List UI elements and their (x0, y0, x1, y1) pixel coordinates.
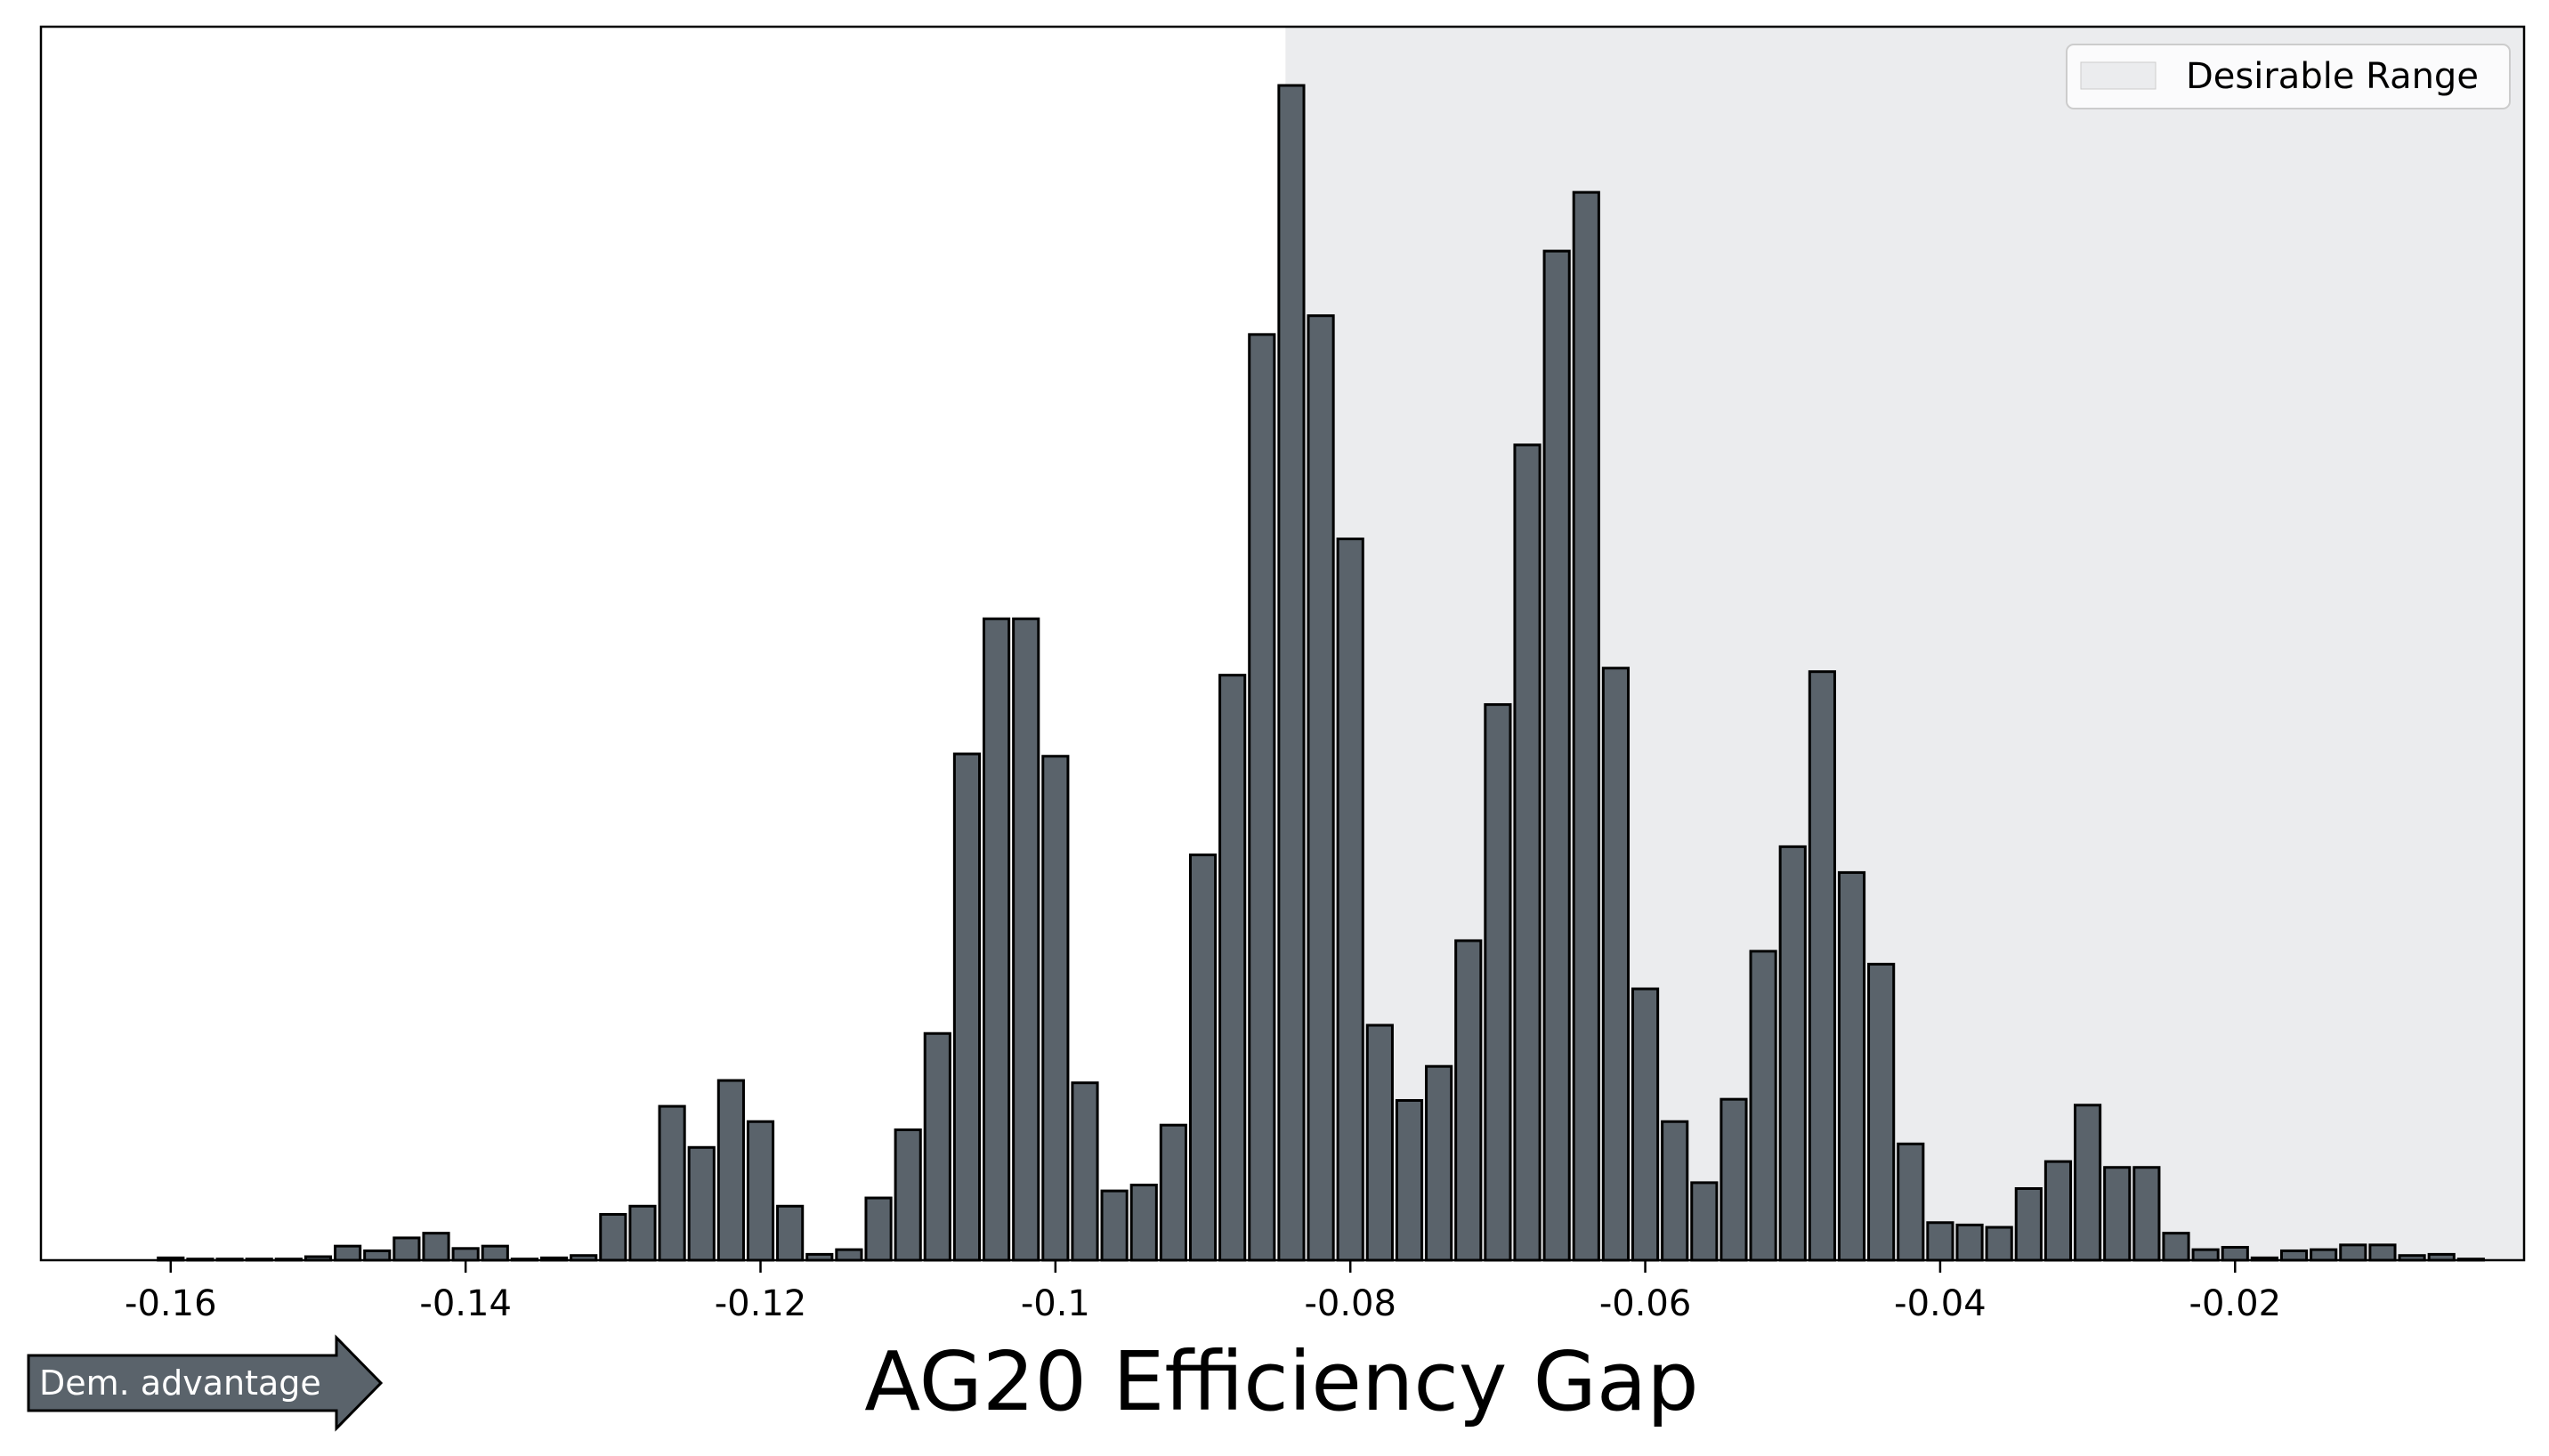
dem-advantage-label: Dem. advantage (39, 1363, 321, 1403)
histogram-bar (1778, 845, 1807, 1262)
histogram-bar (923, 1031, 951, 1262)
histogram-bar (1513, 443, 1542, 1262)
histogram-bar (2368, 1243, 2397, 1262)
histogram-bar (1542, 249, 1571, 1262)
histogram-bar (716, 1079, 745, 1262)
histogram-bar (1129, 1184, 1158, 1262)
histogram-bar (2074, 1104, 2102, 1262)
histogram-bar (1365, 1023, 1394, 1262)
histogram-bar (1041, 755, 1070, 1262)
x-tick-label: -0.12 (715, 1283, 807, 1324)
histogram-bar (952, 752, 982, 1262)
histogram-bar (776, 1204, 805, 1262)
arrow-shape (27, 1334, 384, 1432)
histogram-bar (835, 1248, 863, 1262)
legend-label: Desirable Range (2186, 56, 2479, 97)
histogram-bar (1071, 1081, 1099, 1262)
histogram-bar (1720, 1097, 1748, 1262)
histogram-bar (1631, 987, 1660, 1262)
histogram-bar (1867, 962, 1896, 1262)
x-tick-label: -0.04 (1894, 1283, 1987, 1324)
histogram-bar (1454, 939, 1483, 1262)
histogram-bar (1897, 1142, 1925, 1262)
histogram-bar (1690, 1181, 1719, 1262)
histogram-bar (2043, 1160, 2073, 1262)
histogram-bar (1248, 333, 1276, 1262)
histogram-bar (1808, 670, 1836, 1262)
histogram-bar (1749, 950, 1777, 1262)
histogram-bar (2339, 1243, 2367, 1262)
histogram-bar (1955, 1223, 1984, 1262)
histogram-bar (1100, 1189, 1129, 1262)
histogram-bar (1188, 853, 1218, 1262)
x-tick-label: -0.08 (1304, 1283, 1396, 1324)
histogram-bar (1012, 617, 1040, 1262)
histogram-bar (599, 1213, 627, 1262)
x-tick-label: -0.16 (125, 1283, 217, 1324)
legend-swatch (2080, 61, 2157, 90)
histogram-bar (1572, 190, 1600, 1262)
histogram-bar (451, 1247, 480, 1262)
histogram-bar (2014, 1186, 2043, 1262)
histogram-bar (1926, 1221, 1954, 1262)
legend-box (2066, 44, 2511, 109)
histogram-bar (1307, 314, 1335, 1262)
histogram-bar (746, 1120, 775, 1262)
histogram-bar (334, 1244, 362, 1262)
x-tick-label: -0.06 (1599, 1283, 1692, 1324)
histogram-bar (2132, 1166, 2161, 1262)
x-axis-ticks: -0.16 -0.14 -0.12 -0.1 -0.08 -0.06 -0.04 -0.02 (125, 1260, 2281, 1324)
legend: Desirable Range (2066, 44, 2511, 109)
dem-advantage-arrow: Dem. advantage (27, 1334, 384, 1432)
x-tick-label: -0.02 (2189, 1283, 2282, 1324)
histogram-bar (687, 1145, 716, 1262)
histogram-bar (1395, 1098, 1424, 1262)
histogram-bar (392, 1236, 421, 1262)
histogram-bar (422, 1232, 450, 1262)
histogram-bar (864, 1196, 893, 1262)
histogram-bar (658, 1104, 686, 1262)
histogram-bar (2279, 1249, 2309, 1262)
histogram-bar (2191, 1248, 2220, 1262)
histogram-bar (481, 1244, 509, 1262)
histogram-bar (2162, 1232, 2190, 1262)
histogram-bar (1837, 870, 1866, 1262)
histogram-bar (2221, 1245, 2249, 1262)
histogram-bar (1425, 1064, 1453, 1262)
axes-frame (39, 25, 2526, 1262)
histogram-bar (1484, 703, 1512, 1262)
x-tick-label: -0.14 (419, 1283, 512, 1324)
x-axis-label: AG20 Efficiency Gap (864, 1334, 1698, 1429)
histogram-bar (2103, 1166, 2132, 1262)
histogram-bar (1601, 667, 1631, 1262)
histogram-bar (1218, 674, 1247, 1262)
histogram-bar (1336, 538, 1364, 1262)
histogram-bar (1159, 1123, 1187, 1262)
histogram-bar (1277, 84, 1306, 1262)
histogram-bar (2310, 1248, 2338, 1262)
histogram-bar (1985, 1225, 2013, 1262)
histogram-bar (363, 1249, 392, 1262)
histogram-bar (983, 617, 1011, 1262)
histogram-bar (894, 1128, 922, 1262)
histogram-bar (628, 1204, 657, 1262)
histogram-bar (1661, 1120, 1689, 1262)
x-tick-label: -0.1 (1021, 1283, 1090, 1324)
